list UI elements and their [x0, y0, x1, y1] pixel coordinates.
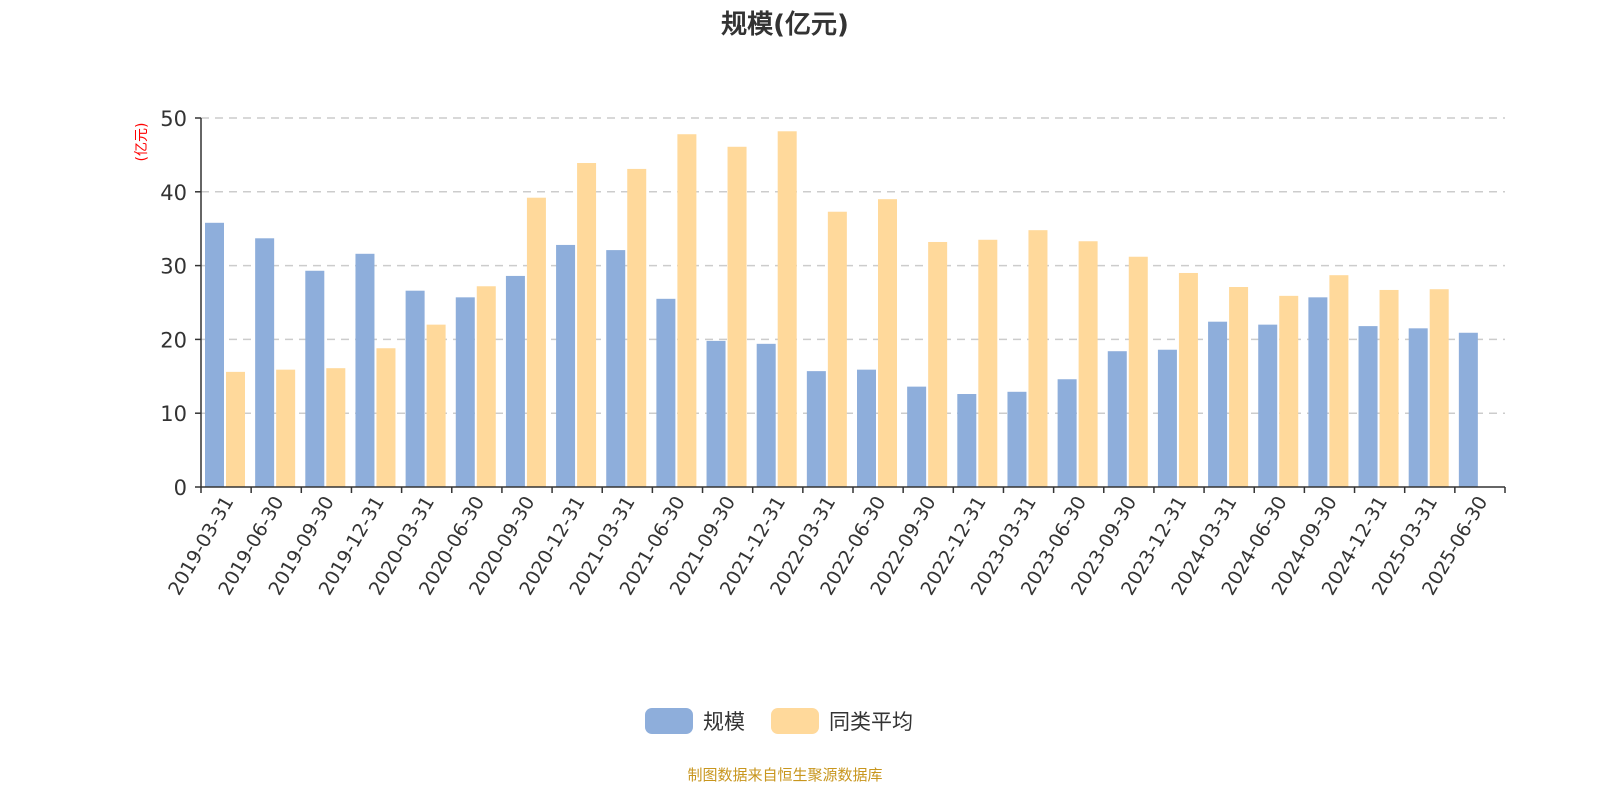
bar-peer-average: [1028, 230, 1048, 487]
bar-scale: [505, 275, 525, 487]
bar-peer-average: [326, 368, 346, 487]
bar-scale: [857, 369, 876, 487]
legend-label-peer-average: 同类平均: [829, 710, 913, 734]
bars: [205, 131, 1478, 488]
bar-scale: [1057, 379, 1077, 487]
bar-scale: [255, 238, 275, 487]
y-tick-label: 30: [160, 255, 187, 279]
data-source-footer: 制图数据来自恒生聚源数据库: [687, 766, 882, 784]
legend-label-scale: 规模: [703, 710, 745, 734]
bar-peer-average: [928, 241, 948, 487]
bar-peer-average: [878, 199, 897, 487]
bar-scale: [1358, 326, 1378, 487]
bar-scale: [606, 250, 626, 487]
legend[interactable]: 规模 同类平均: [645, 708, 913, 734]
legend-item-scale[interactable]: 规模: [645, 708, 745, 734]
y-tick-label: 40: [160, 181, 187, 205]
bar-scale: [1408, 328, 1428, 487]
legend-swatch-scale: [645, 708, 693, 734]
bar-peer-average: [1078, 241, 1098, 487]
bar-peer-average: [1178, 272, 1198, 487]
bar-scale: [1107, 351, 1127, 487]
bar-scale: [1007, 391, 1027, 487]
bar-peer-average: [577, 163, 597, 487]
bar-peer-average: [1429, 289, 1449, 487]
bar-peer-average: [1229, 287, 1249, 487]
bar-scale: [1208, 321, 1228, 487]
bar-peer-average: [1379, 289, 1399, 487]
bar-scale: [706, 340, 726, 487]
bar-scale: [957, 394, 977, 487]
y-tick-label: 0: [174, 476, 187, 500]
bar-peer-average: [1329, 275, 1349, 487]
bar-scale: [405, 290, 425, 487]
bar-peer-average: [777, 131, 797, 487]
bar-peer-average: [426, 324, 446, 487]
bar-scale: [1157, 349, 1177, 487]
bar-scale: [205, 222, 224, 487]
y-axis-unit-label: (亿元): [134, 123, 150, 162]
bar-peer-average: [1128, 256, 1148, 487]
legend-item-peer-average[interactable]: 同类平均: [771, 708, 913, 734]
bar-scale: [907, 386, 927, 487]
bar-peer-average: [627, 168, 647, 487]
chart-title: 规模(亿元): [721, 10, 849, 40]
bar-scale: [756, 343, 776, 487]
y-tick-label: 50: [160, 107, 187, 131]
bar-peer-average: [677, 134, 697, 487]
bar-peer-average: [978, 239, 998, 487]
bar-scale: [1458, 332, 1478, 487]
bar-peer-average: [476, 286, 496, 487]
bar-scale: [806, 371, 826, 487]
bar-peer-average: [276, 369, 296, 487]
bar-scale: [455, 297, 475, 487]
bar-scale: [355, 253, 375, 487]
bar-peer-average: [827, 211, 847, 487]
legend-swatch-peer-average: [771, 708, 819, 734]
bar-scale: [1308, 297, 1328, 487]
bar-peer-average: [526, 197, 546, 488]
bar-scale: [656, 298, 676, 487]
bar-peer-average: [376, 348, 396, 487]
bar-peer-average: [1279, 295, 1299, 487]
bar-scale: [1258, 324, 1278, 487]
bar-scale: [305, 270, 325, 487]
y-tick-label: 20: [160, 328, 187, 352]
y-tick-label: 10: [160, 402, 187, 426]
bar-peer-average: [727, 146, 747, 488]
bar-scale: [556, 244, 576, 487]
bar-peer-average: [226, 371, 245, 487]
